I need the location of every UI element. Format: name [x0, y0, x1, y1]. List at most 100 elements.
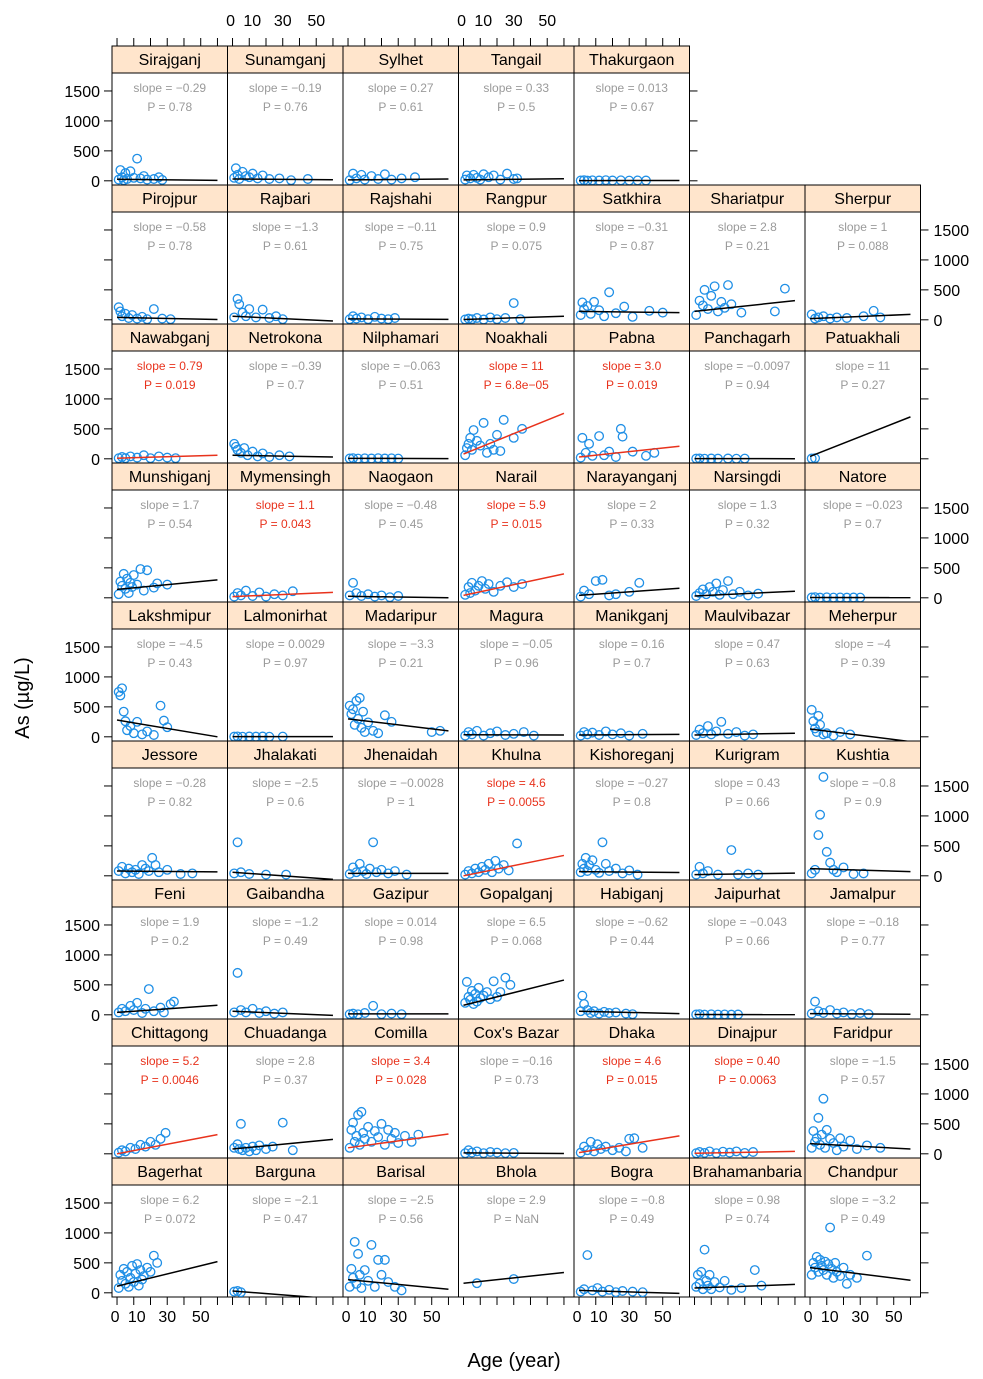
- panel-plot-area: [461, 413, 564, 459]
- data-point: [275, 451, 284, 460]
- data-point: [856, 1009, 865, 1018]
- x-tick-label: 10: [821, 1309, 839, 1326]
- panel-plot-area: [576, 288, 679, 321]
- panel-plot-area: [114, 303, 217, 324]
- data-point: [750, 1266, 759, 1275]
- strip-label: Brahamanbaria: [693, 1164, 803, 1181]
- p-value-label: P = 0.66: [725, 795, 770, 809]
- panel-plot-area: [576, 425, 679, 462]
- slope-label: slope = −0.58: [133, 220, 206, 234]
- y-tick-label: 1000: [64, 114, 100, 131]
- slope-label: slope = −0.39: [249, 359, 322, 373]
- x-tick-label: 30: [274, 13, 292, 30]
- data-point: [146, 1138, 155, 1147]
- data-point: [367, 1241, 376, 1250]
- regression-line: [579, 734, 679, 735]
- panel-plot-area: [807, 706, 910, 742]
- panel-plot-area: [464, 1272, 564, 1287]
- panel-plot-area: [461, 299, 564, 324]
- strip-label: Patuakhali: [825, 330, 900, 347]
- y-axis-title: As (µg/L): [12, 657, 34, 739]
- data-point: [354, 1250, 363, 1259]
- data-point: [849, 870, 858, 879]
- y-tick-label: 1500: [934, 223, 970, 240]
- x-axis-bottom-ticks: [233, 1297, 333, 1305]
- data-point: [692, 311, 701, 320]
- strip-label: Khulna: [491, 747, 541, 764]
- data-point: [374, 729, 383, 738]
- data-point: [620, 302, 629, 311]
- slope-label: slope = 5.2: [140, 1054, 199, 1068]
- data-point: [822, 1126, 831, 1135]
- slope-label: slope = 0.0029: [246, 637, 325, 651]
- p-value-label: P = 0.072: [144, 1212, 196, 1226]
- panel-plot-area: [807, 997, 910, 1018]
- p-value-label: P = 0.78: [147, 100, 192, 114]
- data-point: [463, 978, 472, 987]
- strip-label: Chuadanga: [244, 1025, 327, 1042]
- data-point: [712, 579, 721, 588]
- p-value-label: P = 0.7: [613, 656, 651, 670]
- data-point: [814, 712, 823, 721]
- strip-label: Mymensingh: [240, 469, 331, 486]
- slope-label: slope = −4: [835, 637, 891, 651]
- x-tick-label: 0: [226, 13, 235, 30]
- data-point: [473, 1279, 482, 1288]
- y-tick-label: 1500: [64, 640, 100, 657]
- p-value-label: P = 0.78: [147, 239, 192, 253]
- strip-label: Barguna: [255, 1164, 316, 1181]
- strip-label: Jaipurhat: [714, 886, 780, 903]
- slope-label: slope = 1: [838, 220, 887, 234]
- slope-label: slope = −1.5: [830, 1054, 896, 1068]
- data-point: [822, 848, 831, 857]
- regression-line: [117, 455, 217, 458]
- data-point: [349, 579, 358, 588]
- regression-line: [348, 179, 448, 180]
- data-point: [282, 870, 291, 879]
- p-value-label: P = 6.8e−05: [484, 378, 550, 392]
- data-point: [145, 985, 154, 994]
- y-tick-label: 1500: [64, 918, 100, 935]
- data-point: [275, 174, 284, 183]
- panel-plot-area: [461, 839, 564, 879]
- data-point: [288, 1146, 297, 1155]
- slope-label: slope = 0.33: [483, 81, 549, 95]
- panel-plot-area: [345, 312, 448, 324]
- data-point: [258, 305, 267, 314]
- p-value-label: P = 0.0055: [487, 795, 545, 809]
- data-point: [727, 846, 736, 855]
- data-point: [876, 313, 885, 322]
- strip-label: Natore: [839, 469, 887, 486]
- x-tick-label: 30: [620, 1309, 638, 1326]
- strip-label: Jhalakati: [254, 747, 317, 764]
- regression-line: [117, 871, 217, 872]
- data-point: [737, 1284, 746, 1293]
- y-tick-label: 1000: [64, 392, 100, 409]
- data-point: [612, 309, 621, 318]
- panel-plot-area: [230, 969, 333, 1018]
- strip-label: Pirojpur: [142, 191, 198, 208]
- y-tick-label: 500: [934, 283, 961, 300]
- regression-line: [464, 179, 564, 180]
- x-tick-label: 50: [654, 1309, 672, 1326]
- regression-line: [810, 729, 910, 742]
- y-tick-label: 1500: [64, 84, 100, 101]
- data-point: [724, 577, 733, 586]
- slope-label: slope = −0.0097: [704, 359, 790, 373]
- slope-label: slope = 1.7: [140, 498, 199, 512]
- data-point: [737, 308, 746, 317]
- strip-label: Chandpur: [828, 1164, 899, 1181]
- data-point: [720, 1277, 729, 1286]
